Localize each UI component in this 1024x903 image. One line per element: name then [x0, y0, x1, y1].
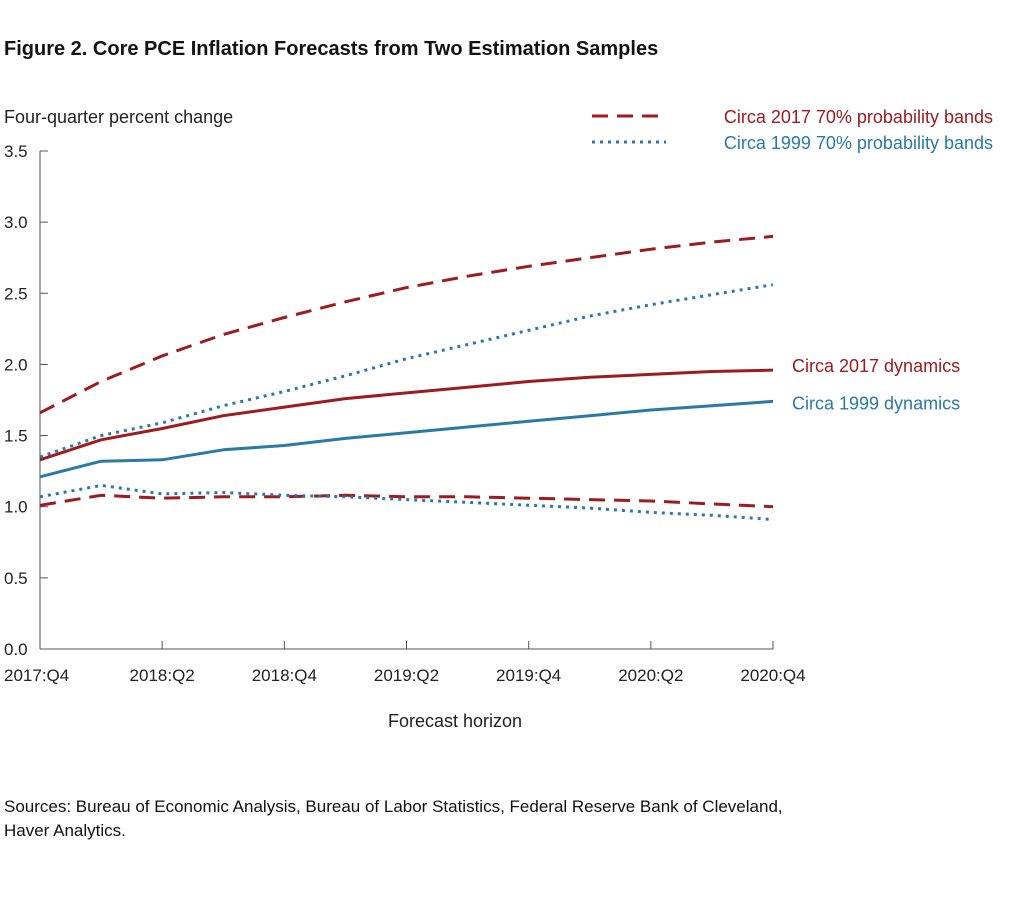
y-axis-label: Four-quarter percent change — [4, 107, 233, 127]
y-tick-label: 3.5 — [4, 142, 28, 161]
axes: 0.0 0.5 1.0 1.5 2.0 2.5 3.0 3.5 2017:Q4 2018:Q2 20… — [4, 142, 806, 685]
legend: Circa 2017 70% probability bands Circa 19… — [592, 107, 993, 153]
y-tick-label: 3.0 — [4, 213, 28, 232]
sources-line-2: Haver Analytics. — [4, 821, 126, 840]
chart-title: Figure 2. Core PCE Inflation Forecasts f… — [4, 38, 659, 60]
x-tick-label: 2019:Q4 — [496, 666, 561, 685]
circa-2017-dynamics-line — [39, 368, 774, 462]
y-tick-label: 2.0 — [4, 355, 28, 374]
x-tick-label: 2020:Q4 — [740, 666, 805, 685]
circa-2017-70-probability-bands-upper-line — [39, 234, 774, 415]
direct-labels: Circa 2017 dynamics Circa 1999 dynamics — [792, 356, 960, 413]
x-tick-label: 2018:Q2 — [130, 666, 195, 685]
y-tick-label: 0.0 — [4, 640, 28, 659]
legend-label-circa-2017-70-probability-bands: Circa 2017 70% probability bands — [724, 107, 993, 127]
y-tick-label: 1.0 — [4, 498, 28, 517]
y-tick-label: 0.5 — [4, 569, 28, 588]
circa-2017-70-probability-bands-lower-line — [39, 493, 774, 509]
legend-label-circa-1999-70-probability-bands: Circa 1999 70% probability bands — [724, 133, 993, 153]
x-tick-label: 2017:Q4 — [4, 666, 69, 685]
sources-line-1: Sources: Bureau of Economic Analysis, Bu… — [4, 797, 783, 816]
x-tick-label: 2020:Q2 — [618, 666, 683, 685]
x-axis-label: Forecast horizon — [388, 711, 522, 731]
y-tick-label: 1.5 — [4, 427, 28, 446]
y-tick-label: 2.5 — [4, 284, 28, 303]
x-tick-label: 2019:Q2 — [374, 666, 439, 685]
line-chart: Four-quarter percent change Forecast hor… — [4, 107, 993, 731]
circa-1999-70-probability-bands-lower-line — [39, 483, 774, 521]
series-layer — [39, 234, 774, 521]
series-label-circa-1999-dynamics: Circa 1999 dynamics — [792, 393, 960, 413]
series-label-circa-2017-dynamics: Circa 2017 dynamics — [792, 356, 960, 376]
circa-1999-dynamics-line — [39, 399, 774, 479]
sources-note: Sources: Bureau of Economic Analysis, Bu… — [4, 795, 1004, 843]
x-tick-label: 2018:Q4 — [252, 666, 317, 685]
